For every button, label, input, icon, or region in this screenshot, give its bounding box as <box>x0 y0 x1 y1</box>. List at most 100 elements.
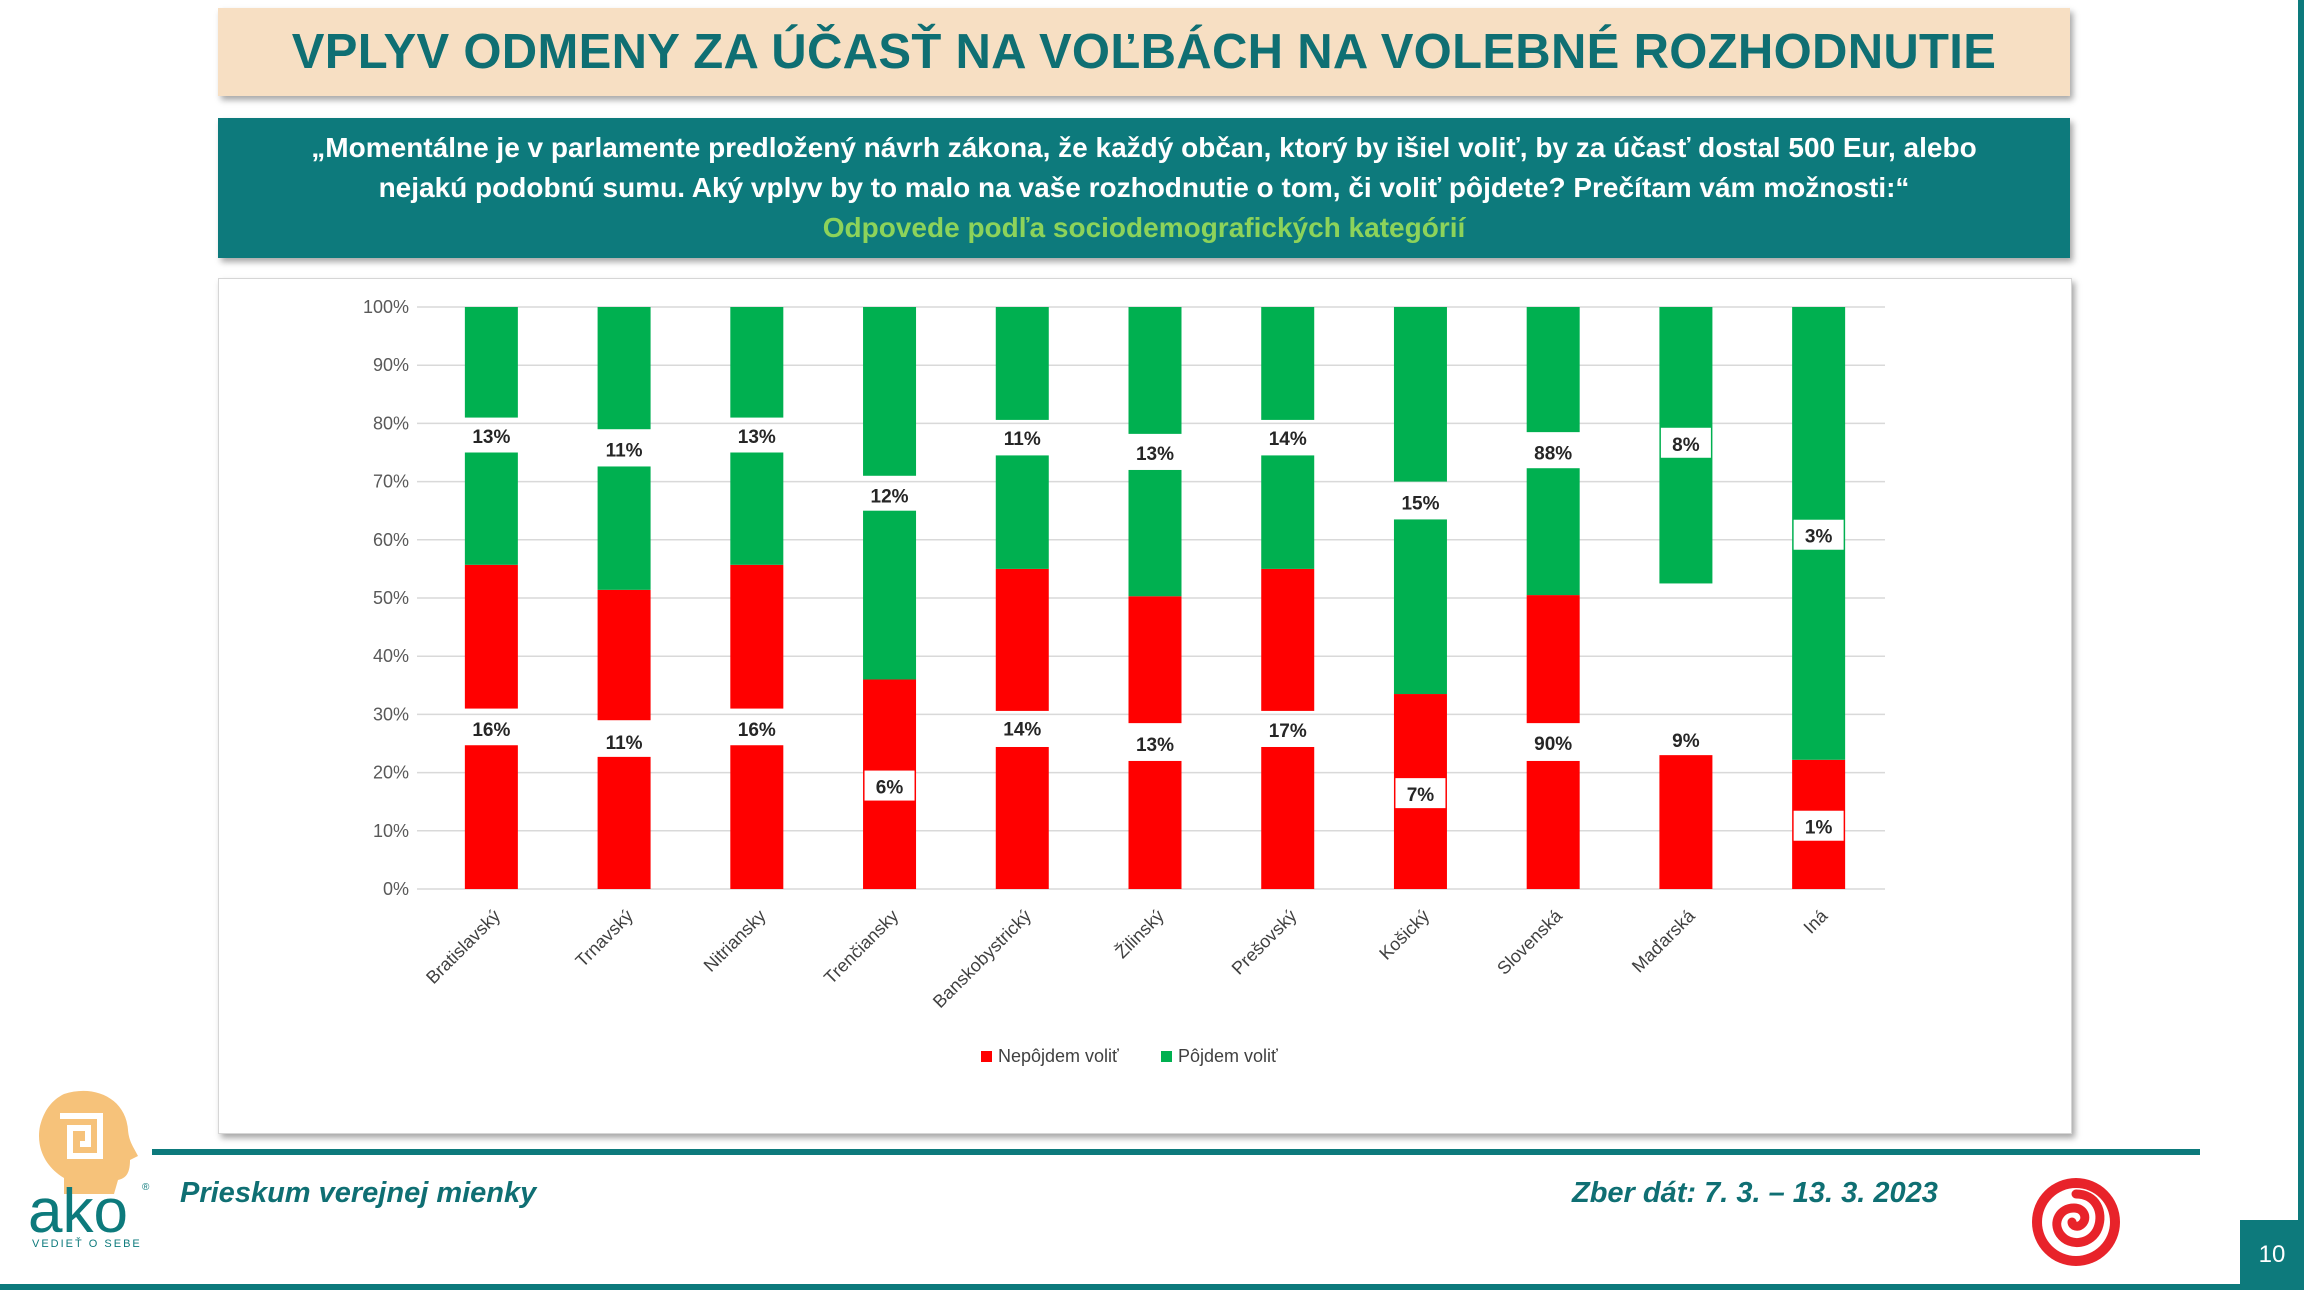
y-tick-label: 30% <box>373 704 409 724</box>
bar-pojdem-upper <box>863 307 917 476</box>
legend-swatch <box>1161 1051 1172 1062</box>
footer-survey-label: Prieskum verejnej mienky <box>180 1177 537 1209</box>
data-label-pojdem: 14% <box>1269 429 1307 450</box>
data-label-nepojdem: 14% <box>1003 719 1041 740</box>
bar-pojdem-upper <box>995 307 1049 420</box>
y-tick-label: 40% <box>373 646 409 666</box>
data-label-box <box>1660 427 1711 458</box>
bottom-edge-stripe <box>0 1284 2240 1290</box>
bar-pojdem-lower <box>863 510 917 680</box>
x-tick-label: Iná <box>1800 905 1833 938</box>
data-label-pojdem: 15% <box>1401 494 1439 515</box>
right-edge-stripe <box>2298 0 2304 1220</box>
x-tick-label: Prešovský <box>1228 906 1301 979</box>
bar-pojdem-upper <box>1261 307 1315 420</box>
legend-swatch <box>981 1051 992 1062</box>
y-tick-label: 80% <box>373 413 409 433</box>
bar-nepojdem-lower <box>597 756 651 889</box>
data-label-pojdem: 13% <box>738 427 776 448</box>
stacked-bar-chart: 0% 10% 20% 30% 40% 50% 60% 70% 80% 90% 100% 16% 13% B… <box>363 297 1885 1066</box>
legend-label: Nepôjdem voliť <box>998 1046 1119 1066</box>
bar-pojdem-upper <box>1128 307 1182 434</box>
data-label-box <box>1660 724 1711 755</box>
bar-nepojdem-upper <box>995 568 1049 711</box>
bar-pojdem-upper <box>464 307 518 418</box>
bar-nepojdem-lower <box>995 746 1049 889</box>
bar-nepojdem-lower <box>1526 760 1580 889</box>
x-tick-label: Bratislavský <box>422 906 504 988</box>
data-label-nepojdem: 17% <box>1269 721 1307 742</box>
head-logo-icon: ako ® <box>28 1090 150 1246</box>
y-tick-label: 50% <box>373 588 409 608</box>
data-label-nepojdem: 16% <box>472 720 510 741</box>
data-label-box <box>864 770 915 801</box>
bar-nepojdem-lower <box>730 745 784 889</box>
page-title: VPLYV ODMENY ZA ÚČASŤ NA VOĽBÁCH NA VOLE… <box>291 25 1997 79</box>
svg-text:ako: ako <box>28 1177 128 1236</box>
bar-pojdem-lower <box>1128 469 1182 597</box>
x-tick-label: Slovenská <box>1493 905 1567 979</box>
bar-nepojdem-upper <box>597 589 651 721</box>
data-label-pojdem: 13% <box>472 427 510 448</box>
y-tick-label: 70% <box>373 472 409 492</box>
bar-nepojdem-upper <box>464 564 518 709</box>
data-label-pojdem: 11% <box>1004 429 1041 450</box>
x-tick-label: Maďarská <box>1628 905 1699 976</box>
x-tick-label: Trnavský <box>572 906 637 971</box>
data-label-box <box>1395 778 1446 809</box>
bar-pojdem-lower <box>730 452 784 565</box>
data-label-box <box>1793 519 1844 550</box>
bar-nepojdem-upper <box>1526 595 1580 724</box>
data-label-nepojdem: 13% <box>1136 735 1174 756</box>
title-banner: VPLYV ODMENY ZA ÚČASŤ NA VOĽBÁCH NA VOLE… <box>218 8 2070 96</box>
question-banner: „Momentálne je v parlamente predložený n… <box>218 118 2070 258</box>
svg-text:®: ® <box>142 1182 150 1193</box>
x-tick-label: Nitriansky <box>700 906 770 976</box>
y-tick-label: 100% <box>363 297 409 317</box>
data-label-nepojdem: 7% <box>1407 785 1435 806</box>
bar-nepojdem-lower <box>1261 746 1315 889</box>
bar-pojdem-upper <box>1393 307 1447 482</box>
data-label-nepojdem: 16% <box>738 720 776 741</box>
bar-pojdem-lower <box>464 452 518 565</box>
data-label-pojdem: 11% <box>606 441 643 462</box>
bar-nepojdem-upper <box>1261 568 1315 711</box>
y-tick-label: 90% <box>373 355 409 375</box>
bar-pojdem-lower <box>597 466 651 590</box>
bar-pojdem-upper <box>597 307 651 430</box>
x-tick-label: Banskobystrický <box>929 906 1035 1012</box>
data-label-nepojdem: 1% <box>1805 818 1833 839</box>
legend-label: Pôjdem voliť <box>1178 1046 1278 1066</box>
x-tick-label: Košický <box>1375 906 1433 964</box>
data-label-nepojdem: 6% <box>876 778 904 799</box>
data-label-pojdem: 88% <box>1534 444 1572 465</box>
bar-nepojdem-upper <box>1128 596 1182 724</box>
bar-nepojdem-lower <box>1659 755 1713 889</box>
question-line-1: „Momentálne je v parlamente predložený n… <box>311 132 1977 163</box>
bar-pojdem-lower <box>995 455 1049 569</box>
data-label-pojdem: 8% <box>1672 435 1700 456</box>
question-line-2: nejakú podobnú sumu. Aký vplyv by to mal… <box>378 172 1910 203</box>
footer-date-label: Zber dát: 7. 3. – 13. 3. 2023 <box>1572 1177 1938 1209</box>
y-tick-label: 60% <box>373 530 409 550</box>
bar-pojdem-lower <box>1526 468 1580 596</box>
y-tick-label: 20% <box>373 763 409 783</box>
chart-panel: 0% 10% 20% 30% 40% 50% 60% 70% 80% 90% 100% 16% 13% B… <box>218 278 2072 1134</box>
bar-pojdem-lower <box>1393 519 1447 695</box>
swirl-logo-icon <box>2026 1172 2126 1272</box>
data-label-nepojdem: 90% <box>1534 734 1572 755</box>
bar-pojdem-upper <box>730 307 784 418</box>
data-label-box <box>1793 810 1844 841</box>
y-tick-label: 10% <box>373 821 409 841</box>
bar-nepojdem-upper <box>730 564 784 709</box>
bar-nepojdem-lower <box>1128 760 1182 889</box>
bar-nepojdem-lower <box>464 745 518 889</box>
page-number: 10 <box>2240 1220 2304 1290</box>
ako-logo: ako ® VEDIEŤ O SEBE <box>24 1086 154 1256</box>
x-tick-label: Žilinský <box>1111 906 1168 963</box>
question-subtitle: Odpovede podľa sociodemografických kateg… <box>822 212 1466 243</box>
bar-pojdem-lower <box>1261 455 1315 569</box>
data-label-pojdem: 13% <box>1136 444 1174 465</box>
bar-pojdem-upper <box>1526 307 1580 433</box>
footer-divider <box>152 1149 2200 1155</box>
